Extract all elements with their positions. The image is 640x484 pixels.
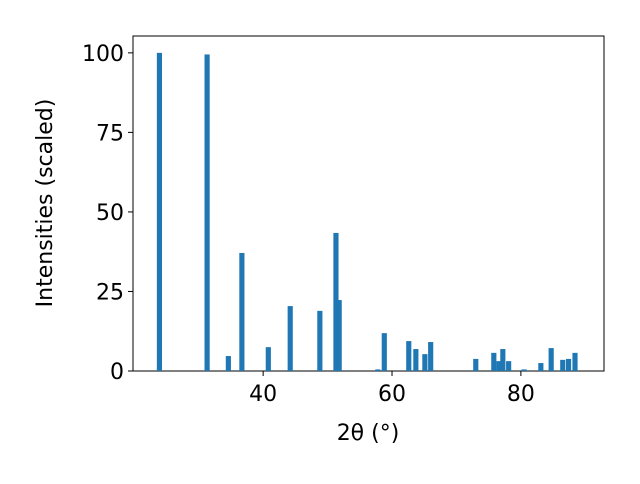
bar — [538, 363, 544, 371]
bar — [521, 369, 527, 371]
bar — [239, 252, 245, 371]
x-tick-label: 60 — [378, 382, 406, 407]
bar — [413, 349, 419, 371]
bar — [317, 310, 323, 371]
bar — [287, 306, 293, 371]
y-tick-label: 100 — [82, 42, 124, 67]
bar — [572, 352, 578, 371]
bar — [548, 348, 554, 371]
bar — [560, 359, 566, 371]
bar — [333, 232, 339, 371]
bar — [565, 358, 572, 371]
bar — [265, 347, 271, 371]
y-tick-label: 75 — [96, 121, 124, 146]
bar — [381, 333, 387, 371]
bar — [500, 349, 506, 371]
y-tick-label: 0 — [110, 360, 124, 385]
y-tick-label: 25 — [96, 280, 124, 305]
bar — [336, 300, 342, 371]
bar — [422, 354, 428, 371]
bar — [491, 352, 497, 371]
bar — [428, 342, 434, 371]
x-axis-label: 2θ (°) — [337, 421, 400, 446]
plot-frame — [132, 35, 605, 372]
bar — [406, 341, 412, 371]
bar — [496, 361, 502, 371]
y-tick-label: 50 — [96, 201, 124, 226]
bar — [204, 54, 210, 372]
x-tick-label: 40 — [249, 382, 277, 407]
bar — [156, 52, 162, 371]
x-tick-label: 80 — [507, 382, 535, 407]
bar — [375, 369, 381, 371]
bar — [225, 356, 231, 371]
y-axis-label: Intensities (scaled) — [33, 99, 58, 308]
bar — [506, 361, 512, 371]
bar — [473, 358, 479, 371]
